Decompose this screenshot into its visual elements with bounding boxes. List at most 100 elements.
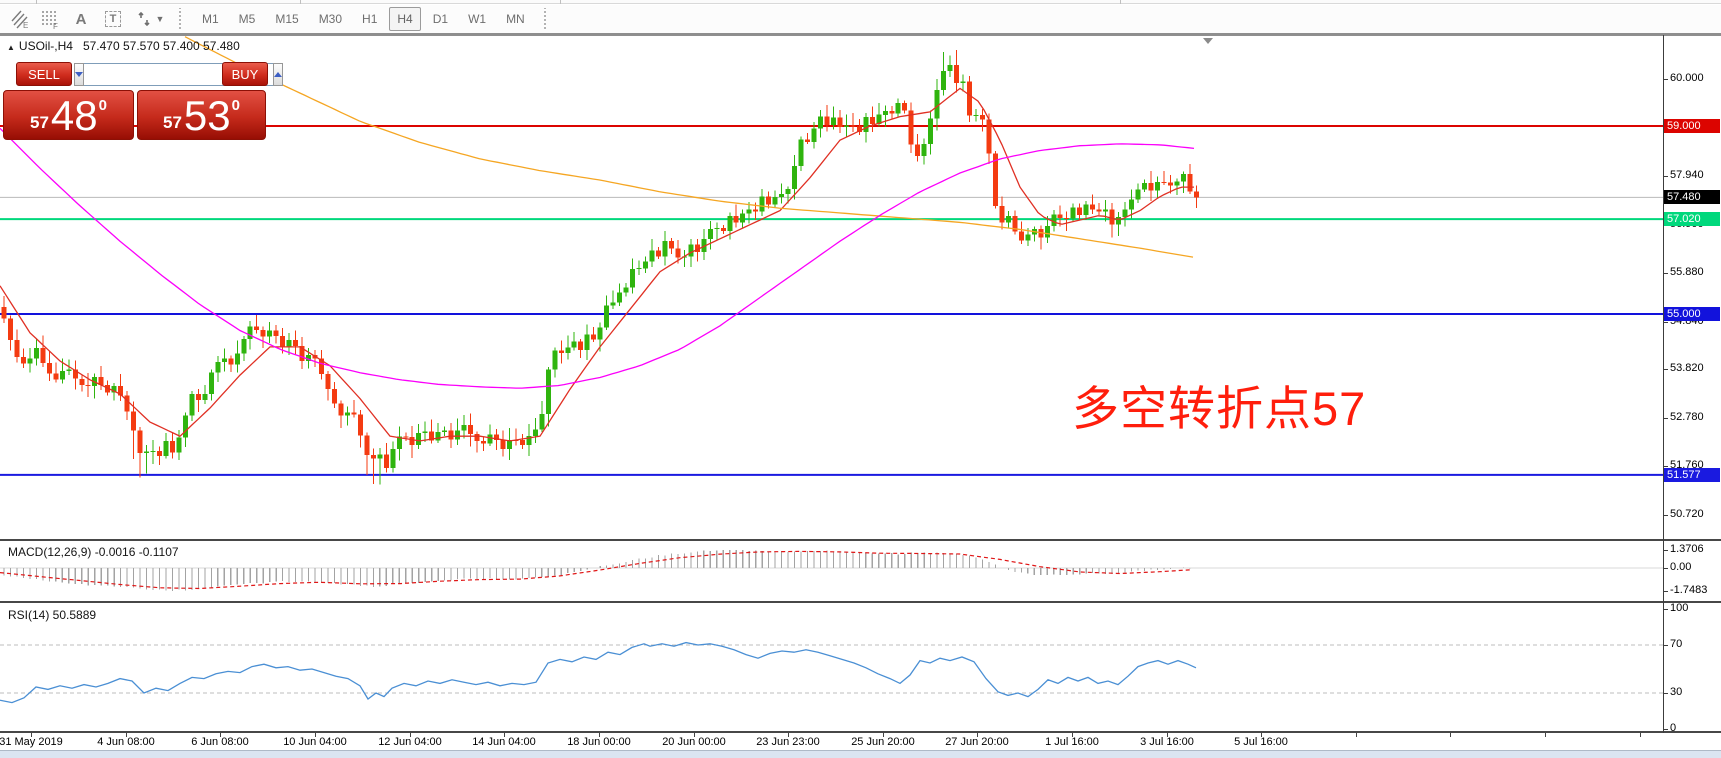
price-tick-label: 55.880 — [1670, 265, 1704, 278]
macd-tick-label: 0.00 — [1670, 561, 1692, 573]
macd-rsi-divider[interactable] — [0, 601, 1721, 603]
time-tick-label: 18 Jun 00:00 — [567, 736, 631, 748]
svg-text:F: F — [53, 22, 58, 30]
rsi-bottom-border — [0, 731, 1721, 733]
volume-increase-button[interactable] — [273, 63, 283, 86]
time-tick-mark — [1640, 733, 1641, 737]
time-tick-mark — [1356, 733, 1357, 737]
macd-label: MACD(12,26,9) -0.0016 -0.1107 — [8, 545, 179, 559]
axis-tick-mark — [1663, 515, 1668, 517]
sell-button[interactable]: SELL — [16, 62, 72, 86]
time-tick-mark — [1450, 733, 1451, 737]
collapse-marker-icon: ▲ — [7, 43, 15, 52]
time-tick-mark — [788, 733, 789, 737]
toolbar-separator[interactable] — [178, 8, 182, 30]
time-tick-mark — [599, 733, 600, 737]
axis-tick-mark — [1663, 79, 1668, 80]
price-axis-border — [1663, 35, 1664, 733]
price-chart[interactable] — [0, 36, 1663, 539]
buy-price-button[interactable]: 57 53 0 — [137, 90, 266, 140]
rsi-tick-label: 0 — [1670, 722, 1677, 734]
text-tool-icon: A — [75, 10, 87, 28]
time-tick-mark — [31, 733, 32, 737]
arrows-icon — [136, 10, 154, 28]
axis-tick-mark — [1663, 693, 1668, 694]
text-label-icon: T — [104, 11, 122, 27]
rsi-panel[interactable] — [0, 603, 1663, 731]
buy-button[interactable]: BUY — [222, 62, 268, 86]
triangle-up-icon — [274, 72, 282, 77]
arrows-tool-button[interactable]: ▼ — [130, 6, 170, 32]
timeframe-h1-button[interactable]: H1 — [354, 7, 385, 31]
time-tick-mark — [315, 733, 316, 737]
price-tick-label: 52.780 — [1670, 411, 1704, 424]
macd-panel[interactable] — [0, 541, 1663, 601]
axis-tick-mark — [1663, 369, 1668, 371]
macd-tick-label: 1.3706 — [1670, 542, 1704, 555]
timeframe-h4-button[interactable]: H4 — [389, 7, 421, 31]
time-tick-mark — [410, 733, 411, 737]
sell-price-big-digits: 48 — [50, 92, 98, 139]
axis-tick-mark — [1663, 609, 1668, 610]
toolbar: E F A T — [0, 5, 1721, 35]
timeframe-m1-button[interactable]: M1 — [194, 7, 227, 31]
time-tick-label: 23 Jun 23:00 — [756, 736, 820, 748]
text-label-tool-button[interactable]: T — [96, 6, 130, 32]
time-tick-label: 31 May 2019 — [0, 736, 63, 748]
time-tick-label: 27 Jun 20:00 — [945, 736, 1009, 748]
price-chart-canvas[interactable] — [0, 36, 1663, 539]
sell-price-prefix: 57 — [30, 113, 49, 132]
equidistant-channel-tool-button[interactable]: E — [6, 6, 36, 32]
time-tick-mark — [1167, 733, 1168, 737]
time-tick-label: 3 Jul 16:00 — [1140, 736, 1194, 748]
text-tool-button[interactable]: A — [66, 6, 96, 32]
time-tick-label: 1 Jul 16:00 — [1045, 736, 1099, 748]
time-tick-mark — [126, 733, 127, 737]
time-tick-mark — [977, 733, 978, 737]
volume-stepper — [74, 63, 283, 86]
time-tick-label: 25 Jun 20:00 — [851, 736, 915, 748]
macd-tick-label: -1.7483 — [1670, 584, 1708, 597]
axis-tick-mark — [1663, 466, 1668, 468]
svg-text:E: E — [23, 21, 28, 30]
triangle-down-icon — [75, 72, 83, 77]
time-tick-mark — [504, 733, 505, 737]
time-tick-mark — [1261, 733, 1262, 737]
timeframe-m5-button[interactable]: M5 — [231, 7, 264, 31]
current-price-label: 57.480 — [1664, 190, 1720, 205]
sell-price-button[interactable]: 57 48 0 — [3, 90, 134, 140]
toolbar-separator[interactable] — [542, 8, 547, 30]
bottom-strip — [0, 750, 1721, 758]
timeframe-mn-button[interactable]: MN — [498, 7, 533, 31]
timeframe-m30-button[interactable]: M30 — [311, 7, 350, 31]
timeframe-m15-button[interactable]: M15 — [267, 7, 306, 31]
axis-tick-mark — [1663, 645, 1668, 646]
rsi-canvas[interactable] — [0, 603, 1663, 731]
price-level-label: 57.020 — [1664, 212, 1720, 227]
price-level-label: 59.000 — [1664, 119, 1720, 133]
macd-canvas[interactable] — [0, 541, 1663, 601]
price-axis[interactable]: 60.00058.96057.94056.90055.88054.84053.8… — [1663, 35, 1721, 734]
buy-price-big-digits: 53 — [183, 92, 231, 139]
time-tick-mark — [883, 733, 884, 737]
price-tick-label: 60.000 — [1670, 72, 1704, 84]
price-tick-label: 53.820 — [1670, 362, 1704, 375]
timeframe-w1-button[interactable]: W1 — [460, 7, 494, 31]
axis-tick-mark — [1663, 321, 1668, 323]
axis-tick-mark — [1663, 549, 1668, 551]
time-tick-label: 4 Jun 08:00 — [97, 736, 155, 748]
chart-shift-marker-icon — [1203, 38, 1213, 44]
fibonacci-tool-button[interactable]: F — [36, 6, 66, 32]
price-level-label: 51.577 — [1664, 467, 1720, 482]
sell-price-superscript: 0 — [98, 97, 107, 114]
fibonacci-icon: F — [40, 8, 62, 30]
price-macd-divider[interactable] — [0, 539, 1721, 541]
rsi-tick-label: 30 — [1670, 686, 1683, 698]
rsi-tick-label: 70 — [1670, 638, 1683, 650]
price-tick-label: 57.940 — [1670, 168, 1704, 181]
time-axis[interactable]: 31 May 2019 4 Jun 08:00 6 Jun 08:00 10 Jun … — [0, 733, 1721, 750]
volume-decrease-button[interactable] — [74, 63, 84, 86]
time-tick-mark — [1072, 733, 1073, 737]
timeframe-d1-button[interactable]: D1 — [425, 7, 456, 31]
